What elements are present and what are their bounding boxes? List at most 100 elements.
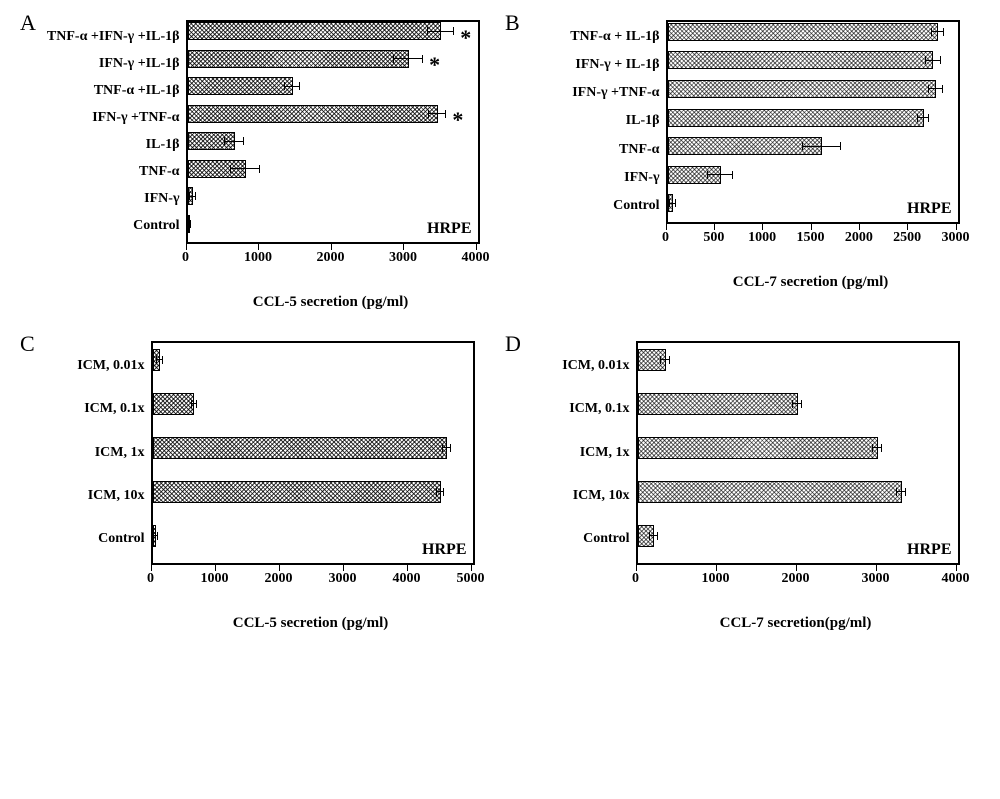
category-label: TNF-α + IL-1β — [526, 23, 666, 51]
plot-area: ***HRPE — [186, 20, 480, 244]
x-axis: 010002000300040005000 — [151, 565, 471, 589]
category-label: IFN-γ + IL-1β — [526, 51, 666, 79]
bar — [188, 132, 235, 150]
x-tick-label: 1000 — [702, 571, 730, 587]
x-tick-label: 0 — [662, 230, 669, 246]
category-label: IFN-γ +TNF-α — [36, 104, 186, 131]
x-tick-label: 1500 — [797, 230, 825, 246]
category-labels: ICM, 0.01xICM, 0.1xICM, 1xICM, 10xContro… — [526, 341, 636, 561]
x-tick-label: 0 — [147, 571, 154, 587]
bar — [188, 187, 194, 205]
x-tick-label: 1000 — [201, 571, 229, 587]
bar — [638, 525, 654, 547]
category-labels: TNF-α + IL-1βIFN-γ + IL-1βIFN-γ +TNF-αIL… — [526, 20, 666, 220]
bar — [188, 77, 293, 95]
panel-b: BTNF-α + IL-1βIFN-γ + IL-1βIFN-γ +TNF-αI… — [505, 20, 980, 311]
x-axis: 01000200030004000 — [186, 244, 476, 268]
x-tick-label: 0 — [632, 571, 639, 587]
bar — [153, 481, 441, 503]
category-label: Control — [526, 192, 666, 220]
panel-c: CICM, 0.01xICM, 0.1xICM, 1xICM, 10xContr… — [20, 341, 495, 632]
bar — [188, 50, 409, 68]
bar — [638, 437, 878, 459]
x-axis-title: CCL-7 secretion(pg/ml) — [636, 615, 956, 632]
x-tick-label: 3000 — [389, 250, 417, 266]
panel-letter: C — [20, 331, 35, 357]
x-tick-label: 500 — [703, 230, 724, 246]
category-label: Control — [526, 518, 636, 561]
category-label: TNF-α — [526, 136, 666, 164]
x-tick-label: 4000 — [462, 250, 490, 266]
x-tick-label: 2000 — [845, 230, 873, 246]
bar — [153, 349, 161, 371]
bar — [638, 481, 902, 503]
panel-a: ATNF-α +IFN-γ +IL-1βIFN-γ +IL-1βTNF-α +I… — [20, 20, 495, 311]
panel-letter: B — [505, 10, 520, 36]
figure-grid: ATNF-α +IFN-γ +IL-1βIFN-γ +IL-1βTNF-α +I… — [20, 20, 980, 632]
x-tick-label: 5000 — [457, 571, 485, 587]
x-tick-label: 3000 — [329, 571, 357, 587]
x-tick-label: 4000 — [393, 571, 421, 587]
category-label: IFN-γ — [526, 164, 666, 192]
x-axis: 050010001500200025003000 — [666, 224, 956, 248]
bar — [668, 80, 937, 98]
category-labels: TNF-α +IFN-γ +IL-1βIFN-γ +IL-1βTNF-α +IL… — [36, 20, 186, 240]
category-label: IFN-γ +TNF-α — [526, 79, 666, 107]
x-tick-label: 3000 — [862, 571, 890, 587]
x-tick-label: 4000 — [942, 571, 970, 587]
category-label: ICM, 0.01x — [526, 344, 636, 387]
chart-wrap: ICM, 0.01xICM, 0.1xICM, 1xICM, 10xContro… — [41, 341, 475, 632]
bar — [153, 437, 447, 459]
plot-column: HRPE01000200030004000CCL-7 secretion(pg/… — [636, 341, 960, 632]
plot-area: HRPE — [636, 341, 960, 565]
category-label: ICM, 1x — [526, 431, 636, 474]
category-label: IFN-γ — [36, 186, 186, 213]
category-label: ICM, 0.1x — [526, 387, 636, 430]
plot-column: HRPE010002000300040005000CCL-5 secretion… — [151, 341, 475, 632]
category-label: ICM, 10x — [526, 474, 636, 517]
category-label: TNF-α +IL-1β — [36, 77, 186, 104]
category-label: ICM, 0.01x — [41, 344, 151, 387]
category-label: TNF-α — [36, 159, 186, 186]
panel-letter: A — [20, 10, 36, 36]
bar — [668, 166, 721, 184]
x-tick-label: 2500 — [893, 230, 921, 246]
plot-column: ***HRPE01000200030004000CCL-5 secretion … — [186, 20, 480, 311]
x-tick-label: 2000 — [782, 571, 810, 587]
bar — [668, 51, 934, 69]
category-label: IFN-γ +IL-1β — [36, 50, 186, 77]
bar — [153, 525, 157, 547]
inset-label: HRPE — [907, 541, 951, 559]
category-label: IL-1β — [526, 107, 666, 135]
x-axis-title: CCL-5 secretion (pg/ml) — [186, 294, 476, 311]
bar — [188, 215, 190, 233]
bar — [638, 349, 666, 371]
plot-column: HRPE050010001500200025003000CCL-7 secret… — [666, 20, 960, 291]
x-axis-title: CCL-5 secretion (pg/ml) — [151, 615, 471, 632]
bar — [638, 393, 798, 415]
inset-label: HRPE — [422, 541, 466, 559]
bar — [668, 109, 924, 127]
bar — [668, 194, 674, 212]
chart-wrap: TNF-α + IL-1βIFN-γ + IL-1βIFN-γ +TNF-αIL… — [526, 20, 960, 291]
x-axis-title: CCL-7 secretion (pg/ml) — [666, 274, 956, 291]
chart-wrap: TNF-α +IFN-γ +IL-1βIFN-γ +IL-1βTNF-α +IL… — [36, 20, 480, 311]
category-label: Control — [36, 213, 186, 240]
x-tick-label: 1000 — [748, 230, 776, 246]
chart-wrap: ICM, 0.01xICM, 0.1xICM, 1xICM, 10xContro… — [526, 341, 960, 632]
x-axis: 01000200030004000 — [636, 565, 956, 589]
x-tick-label: 2000 — [265, 571, 293, 587]
plot-area: HRPE — [151, 341, 475, 565]
category-label: TNF-α +IFN-γ +IL-1β — [36, 23, 186, 50]
category-label: ICM, 1x — [41, 431, 151, 474]
bar — [153, 393, 195, 415]
bar — [668, 137, 823, 155]
inset-label: HRPE — [427, 220, 471, 238]
category-label: ICM, 0.1x — [41, 387, 151, 430]
category-label: Control — [41, 518, 151, 561]
plot-area: HRPE — [666, 20, 960, 224]
x-tick-label: 0 — [182, 250, 189, 266]
category-label: ICM, 10x — [41, 474, 151, 517]
inset-label: HRPE — [907, 200, 951, 218]
x-tick-label: 2000 — [317, 250, 345, 266]
